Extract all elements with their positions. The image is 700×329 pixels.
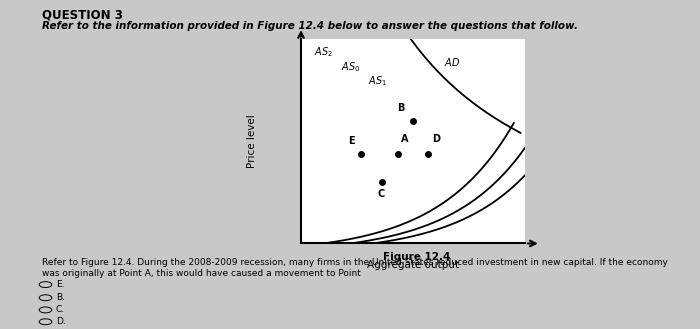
Text: Refer to the information provided in Figure 12.4 below to answer the questions t: Refer to the information provided in Fig… <box>42 21 578 31</box>
Text: B: B <box>398 103 405 113</box>
Text: C: C <box>377 189 384 199</box>
Text: D: D <box>432 134 440 143</box>
Text: $AS_0$: $AS_0$ <box>342 60 360 74</box>
Text: QUESTION 3: QUESTION 3 <box>42 8 123 21</box>
Text: Figure 12.4: Figure 12.4 <box>383 252 450 262</box>
Text: D.: D. <box>56 317 66 326</box>
Text: Aggregate output: Aggregate output <box>367 260 459 270</box>
Text: Price level: Price level <box>246 114 257 168</box>
Text: C.: C. <box>56 305 65 315</box>
Text: $AD$: $AD$ <box>444 56 461 68</box>
Text: A: A <box>400 134 408 143</box>
Text: B.: B. <box>56 293 65 302</box>
Text: $AS_1$: $AS_1$ <box>368 74 387 88</box>
Text: E.: E. <box>56 280 64 289</box>
Text: Refer to Figure 12.4. During the 2008-2009 recession, many firms in the United S: Refer to Figure 12.4. During the 2008-20… <box>42 258 668 278</box>
Text: $AS_2$: $AS_2$ <box>314 46 333 60</box>
Text: E: E <box>348 136 355 145</box>
